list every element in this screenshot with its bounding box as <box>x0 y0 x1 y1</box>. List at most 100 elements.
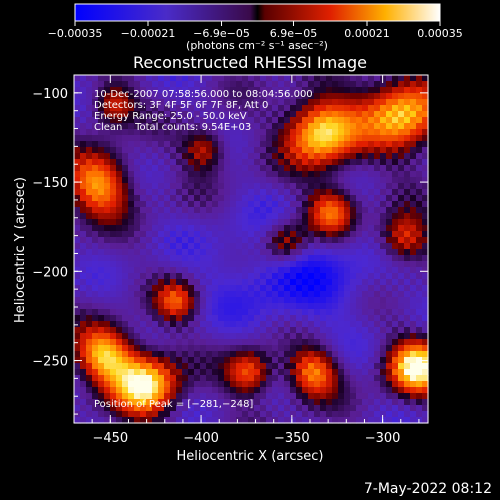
heatmap-cell <box>398 141 405 148</box>
heatmap-cell <box>86 99 93 106</box>
heatmap-cell <box>422 249 429 256</box>
heatmap-cell <box>374 183 381 190</box>
heatmap-cell <box>158 381 165 388</box>
heatmap-cell <box>392 273 399 280</box>
heatmap-cell <box>110 99 117 106</box>
heatmap-cell <box>206 321 213 328</box>
heatmap-cell <box>374 321 381 328</box>
heatmap-cell <box>392 285 399 292</box>
heatmap-cell <box>362 237 369 244</box>
heatmap-cell <box>368 225 375 232</box>
heatmap-cell <box>146 117 153 124</box>
heatmap-cell <box>242 417 249 424</box>
heatmap-cell <box>254 303 261 310</box>
heatmap-cell <box>134 297 141 304</box>
heatmap-cell <box>128 153 135 160</box>
heatmap-cell <box>104 117 111 124</box>
heatmap-cell <box>242 291 249 298</box>
heatmap-cell <box>86 219 93 226</box>
heatmap-cell <box>320 141 327 148</box>
heatmap-cell <box>158 177 165 184</box>
heatmap-cell <box>326 351 333 358</box>
heatmap-cell <box>386 297 393 304</box>
heatmap-cell <box>194 297 201 304</box>
heatmap-cell <box>230 147 237 154</box>
heatmap-cell <box>176 351 183 358</box>
heatmap-cell <box>272 147 279 154</box>
heatmap-cell <box>80 279 87 286</box>
heatmap-cell <box>128 177 135 184</box>
heatmap-cell <box>188 171 195 178</box>
heatmap-cell <box>176 417 183 424</box>
heatmap-cell <box>278 117 285 124</box>
heatmap-cell <box>242 279 249 286</box>
heatmap-cell <box>140 405 147 412</box>
heatmap-cell <box>236 111 243 118</box>
heatmap-cell <box>266 147 273 154</box>
heatmap-cell <box>416 153 423 160</box>
heatmap-cell <box>308 405 315 412</box>
heatmap-cell <box>278 243 285 250</box>
heatmap-cell <box>206 339 213 346</box>
heatmap-cell <box>284 309 291 316</box>
heatmap-cell <box>260 135 267 142</box>
heatmap-cell <box>158 345 165 352</box>
heatmap-cell <box>338 363 345 370</box>
heatmap-cell <box>272 411 279 418</box>
heatmap-cell <box>338 279 345 286</box>
heatmap-cell <box>152 189 159 196</box>
heatmap-cell <box>356 411 363 418</box>
heatmap-cell <box>194 171 201 178</box>
heatmap-cell <box>170 405 177 412</box>
heatmap-cell <box>416 213 423 220</box>
heatmap-cell <box>278 375 285 382</box>
heatmap-cell <box>170 363 177 370</box>
heatmap-cell <box>266 237 273 244</box>
heatmap-cell <box>368 321 375 328</box>
heatmap-cell <box>380 123 387 130</box>
heatmap-cell <box>260 165 267 172</box>
heatmap-cell <box>344 363 351 370</box>
heatmap-cell <box>362 81 369 88</box>
heatmap-cell <box>242 213 249 220</box>
heatmap-cell <box>392 267 399 274</box>
heatmap-cell <box>164 189 171 196</box>
heatmap-cell <box>392 213 399 220</box>
heatmap-cell <box>392 201 399 208</box>
heatmap-cell <box>320 255 327 262</box>
heatmap-cell <box>266 189 273 196</box>
heatmap-cell <box>380 207 387 214</box>
heatmap-cell <box>116 327 123 334</box>
heatmap-cell <box>176 177 183 184</box>
heatmap-cell <box>176 363 183 370</box>
heatmap-cell <box>86 417 93 424</box>
heatmap-cell <box>302 351 309 358</box>
heatmap-cell <box>380 405 387 412</box>
heatmap-cell <box>308 189 315 196</box>
heatmap-cell <box>266 267 273 274</box>
heatmap-cell <box>200 237 207 244</box>
heatmap-cell <box>374 267 381 274</box>
heatmap-cell <box>362 333 369 340</box>
heatmap-cell <box>188 255 195 262</box>
heatmap-cell <box>74 321 81 328</box>
heatmap-cell <box>86 351 93 358</box>
heatmap-cell <box>368 405 375 412</box>
heatmap-cell <box>200 399 207 406</box>
heatmap-cell <box>386 123 393 130</box>
heatmap-cell <box>260 411 267 418</box>
heatmap-cell <box>152 159 159 166</box>
heatmap-cell <box>410 333 417 340</box>
heatmap-cell <box>272 333 279 340</box>
heatmap-cell <box>344 351 351 358</box>
heatmap-cell <box>140 375 147 382</box>
heatmap-cell <box>326 393 333 400</box>
heatmap-cell <box>410 369 417 376</box>
heatmap-cell <box>194 135 201 142</box>
heatmap-cell <box>314 111 321 118</box>
heatmap-cell <box>164 195 171 202</box>
heatmap-cell <box>266 369 273 376</box>
heatmap-cell <box>272 117 279 124</box>
heatmap-cell <box>338 117 345 124</box>
heatmap-cell <box>236 303 243 310</box>
